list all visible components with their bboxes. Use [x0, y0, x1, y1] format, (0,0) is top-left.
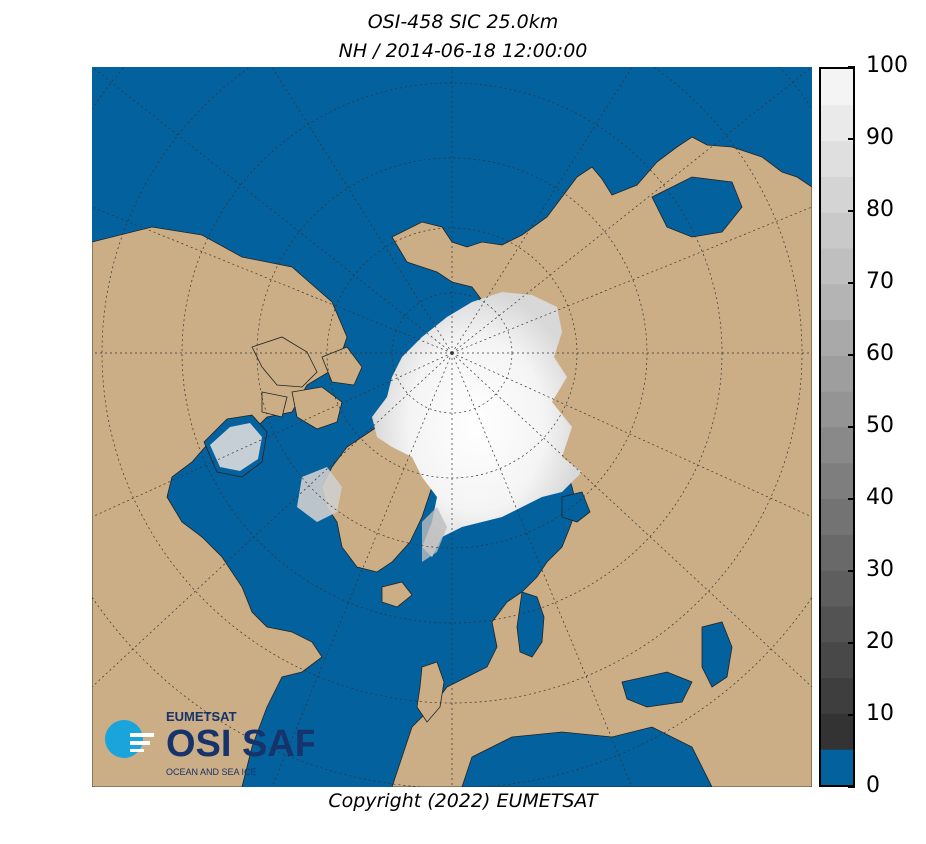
colorbar-tick-mark: [848, 786, 855, 788]
colorbar-segment: [821, 749, 853, 785]
sea-ice-hudson: [210, 423, 262, 471]
colorbar-tick-mark: [848, 138, 855, 140]
colorbar-segment: [821, 713, 853, 750]
map-subtitle: NH / 2014-06-18 12:00:00: [338, 40, 588, 62]
sea-ice: [372, 292, 582, 557]
logo-brand: EUMETSAT: [166, 709, 237, 724]
black-sea: [621, 671, 693, 708]
mediterranean-sea: [461, 726, 713, 787]
colorbar-tick-label: 80: [866, 197, 894, 222]
colorbar-tick-label: 40: [866, 485, 894, 510]
colorbar-tick-mark: [848, 570, 855, 572]
colorbar-segment: [821, 69, 853, 106]
colorbar-tick-label: 0: [866, 773, 880, 798]
logo-tagline: OCEAN AND SEA ICE: [166, 767, 257, 777]
colorbar-segment: [821, 641, 853, 679]
sea-ice-concentration-map: [92, 67, 812, 787]
colorbar-segment: [821, 212, 853, 249]
colorbar-tick-mark: [848, 426, 855, 428]
sea-ice-east-greenland: [422, 507, 447, 562]
colorbar-tick-label: 60: [866, 341, 894, 366]
colorbar-segment: [821, 140, 853, 177]
white-sea: [561, 491, 591, 523]
colorbar-segment: [821, 677, 853, 714]
colorbar-tick-label: 20: [866, 629, 894, 654]
sea-of-okhotsk: [651, 176, 743, 238]
colorbar-segment: [821, 355, 853, 392]
land-canadian-archipelago: [251, 336, 363, 430]
colorbar-tick-mark: [848, 354, 855, 356]
colorbar-tick-label: 100: [866, 53, 908, 78]
copyright-text: Copyright (2022) EUMETSAT: [328, 790, 598, 812]
colorbar-tick-mark: [848, 282, 855, 284]
colorbar-tick-mark: [848, 66, 855, 68]
colorbar-segment: [821, 319, 853, 356]
colorbar-tick-mark: [848, 714, 855, 716]
baltic-sea: [516, 591, 545, 658]
osi-saf-logo: EUMETSAT OSI SAF OCEAN AND SEA ICE: [105, 709, 314, 777]
colorbar-tick-label: 90: [866, 125, 894, 150]
logo-name: OSI SAF: [166, 723, 314, 765]
colorbar-tick-mark: [848, 210, 855, 212]
colorbar-tick-label: 70: [866, 269, 894, 294]
colorbar-segment: [821, 427, 853, 464]
colorbar-segment: [821, 104, 853, 142]
colorbar-segment: [821, 606, 853, 643]
land-great-britain: [416, 661, 445, 723]
land-iceland: [381, 581, 413, 608]
colorbar-segment: [821, 570, 853, 607]
sea-ice-baffin: [297, 467, 342, 522]
colorbar-segment: [821, 534, 853, 571]
colorbar-tick-mark: [848, 642, 855, 644]
colorbar-segment: [821, 462, 853, 500]
colorbar-segment: [821, 176, 853, 213]
colorbar-segment: [821, 283, 853, 321]
colorbar-tick-label: 50: [866, 413, 894, 438]
logo-globe: [105, 720, 143, 758]
map-title: OSI-458 SIC 25.0km: [367, 11, 559, 33]
colorbar-segment: [821, 391, 853, 428]
colorbar-tick-label: 30: [866, 557, 894, 582]
colorbar-tick-mark: [848, 498, 855, 500]
colorbar-segment: [821, 248, 853, 285]
colorbar-segment: [821, 498, 853, 535]
graticule: [92, 67, 812, 787]
colorbar-tick-label: 10: [866, 701, 894, 726]
caspian-sea: [701, 621, 733, 688]
